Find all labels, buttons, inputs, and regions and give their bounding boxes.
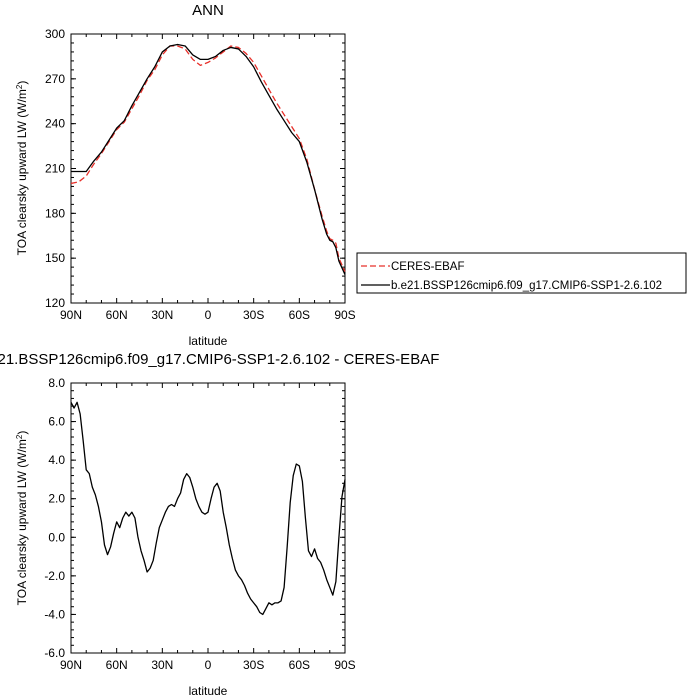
x-tick-label: 90S: [334, 658, 355, 672]
chart-title: ANN: [192, 2, 224, 19]
y-tick-label: 2.0: [48, 492, 65, 506]
x-tick-label: 90N: [60, 658, 82, 672]
chart-panel-difference: b.e21.BSSP126cmip6.f09_g17.CMIP6-SSP1-2.…: [0, 351, 439, 698]
chart-title: b.e21.BSSP126cmip6.f09_g17.CMIP6-SSP1-2.…: [0, 351, 439, 368]
series-line-ceres-ebaf: [70, 45, 346, 272]
y-tick-label: -6.0: [44, 646, 65, 660]
y-tick-label: 300: [45, 27, 65, 41]
series-line-difference: [70, 401, 346, 616]
y-tick-label: 4.0: [48, 453, 65, 467]
x-tick-label: 60S: [289, 658, 310, 672]
y-tick-label: 270: [45, 72, 65, 86]
data-lines: [70, 401, 346, 616]
legend-label-ceres-ebaf: CERES-EBAF: [391, 261, 465, 273]
axis-tick-labels: 90N 60N 30N 0 30S 60S 90S -6.0 -4.0 -2.0 0.0 2.0 4.0…: [44, 376, 355, 672]
legend: CERES-EBAF b.e21.BSSP126cmip6.f09_g17.CM…: [356, 252, 687, 294]
y-tick-label: 8.0: [48, 376, 65, 390]
x-tick-label: 30N: [151, 658, 173, 672]
x-tick-label: 30S: [243, 308, 264, 322]
y-axis-label-suffix: ): [15, 431, 29, 435]
y-tick-label: -2.0: [44, 569, 65, 583]
y-tick-label: 240: [45, 117, 65, 131]
axis-ticks: [70, 382, 346, 654]
legend-label-model: b.e21.BSSP126cmip6.f09_g17.CMIP6-SSP1-2.…: [391, 280, 662, 292]
y-axis-label-superscript: 2: [15, 84, 24, 89]
y-axis-label-text: TOA clearsky upward LW (W/m: [15, 89, 29, 255]
axis-tick-labels: 90N 60N 30N 0 30S 60S 90S 120 150 180 210 240 270 300: [45, 27, 356, 322]
y-tick-label: 150: [45, 251, 65, 265]
x-tick-label: 90S: [334, 308, 355, 322]
y-tick-label: 120: [45, 296, 65, 310]
x-tick-label: 0: [205, 308, 212, 322]
x-tick-label: 0: [205, 658, 212, 672]
legend-box: [356, 252, 687, 294]
y-tick-label: 6.0: [48, 415, 65, 429]
x-tick-label: 30N: [151, 308, 173, 322]
y-axis-label-superscript: 2: [15, 434, 24, 439]
y-axis-label: TOA clearsky upward LW (W/m2): [15, 431, 30, 606]
y-axis-label-text: TOA clearsky upward LW (W/m: [15, 439, 29, 605]
y-axis-label-suffix: ): [15, 81, 29, 85]
x-axis-label: latitude: [189, 334, 228, 348]
plot-frame: [70, 33, 346, 304]
chart-panel-annual-mean: ANN 90N 60N 30N 0 30S 60S 90S 120 150 180 210 240 27…: [15, 2, 687, 348]
series-line-model: [71, 43, 346, 275]
plot-frame: [70, 382, 346, 654]
y-tick-label: 0.0: [48, 530, 65, 544]
axis-ticks: [70, 33, 346, 304]
y-axis-label: TOA clearsky upward LW (W/m2): [15, 81, 30, 256]
y-tick-label: 180: [45, 206, 65, 220]
x-tick-label: 60N: [106, 308, 128, 322]
x-tick-label: 60N: [106, 658, 128, 672]
x-tick-label: 60S: [289, 308, 310, 322]
y-tick-label: 210: [45, 162, 65, 176]
x-axis-label: latitude: [189, 684, 228, 698]
x-tick-label: 90N: [60, 308, 82, 322]
x-tick-label: 30S: [243, 658, 264, 672]
data-lines: [70, 43, 346, 275]
y-tick-label: -4.0: [44, 607, 65, 621]
